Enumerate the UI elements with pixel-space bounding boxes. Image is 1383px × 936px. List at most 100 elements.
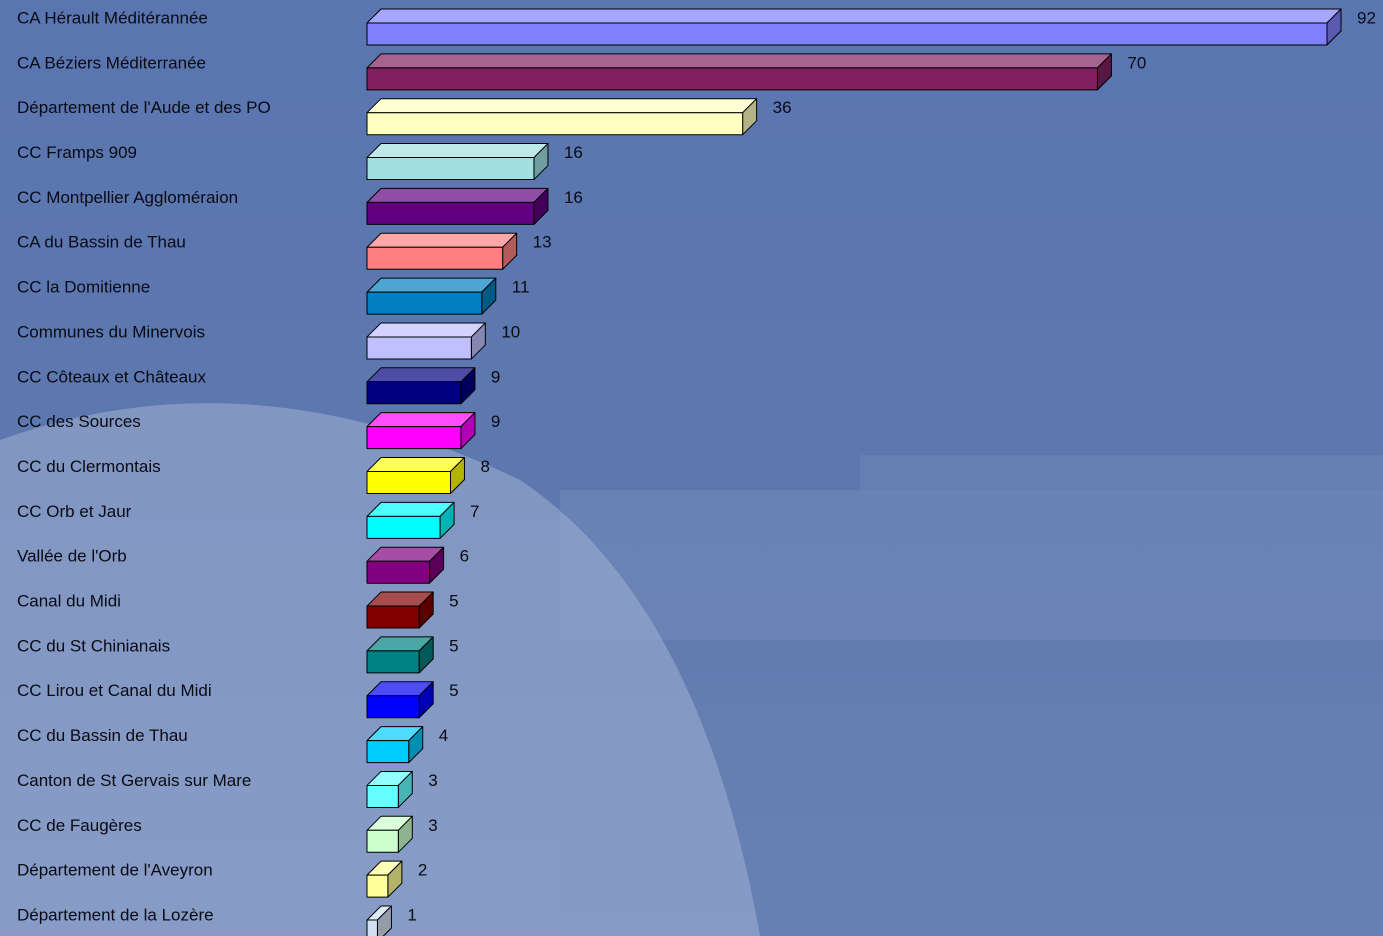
bar-front: [366, 874, 389, 898]
bar-top: [366, 367, 476, 383]
bar-front: [366, 157, 535, 181]
bar-front: [366, 67, 1098, 91]
background-roof: [860, 455, 1383, 495]
bar: [366, 187, 549, 225]
bar-front: [366, 919, 378, 936]
bar: [366, 367, 476, 405]
bar-front: [366, 201, 535, 225]
bar: [366, 636, 434, 674]
category-label: Canal du Midi: [17, 592, 121, 611]
bar: [366, 277, 497, 315]
value-label: 5: [449, 681, 458, 700]
bar-front: [366, 112, 744, 136]
bar: [366, 726, 424, 764]
bar-top: [366, 232, 518, 248]
bar: [366, 98, 758, 136]
bar: [366, 232, 518, 270]
value-label: 5: [449, 636, 458, 655]
bar-top: [366, 322, 486, 338]
category-label: CC du Clermontais: [17, 457, 161, 476]
category-label: Communes du Minervois: [17, 322, 205, 341]
bar-top: [366, 53, 1112, 69]
bar: [366, 53, 1112, 91]
category-label: CC du Bassin de Thau: [17, 726, 188, 745]
bar-front: [366, 471, 451, 494]
category-label: CC Orb et Jaur: [17, 502, 132, 521]
category-label: Département de l'Aude et des PO: [17, 98, 271, 117]
value-label: 5: [449, 592, 458, 611]
bar: [366, 591, 434, 629]
value-label: 7: [470, 502, 479, 521]
bar-front: [366, 291, 483, 315]
bar-front: [366, 560, 431, 584]
bar-top: [366, 501, 455, 517]
value-label: 3: [428, 771, 437, 790]
bar-front: [366, 784, 399, 808]
bar-top: [366, 277, 497, 293]
bar-front: [366, 605, 420, 629]
category-label: CC Lirou et Canal du Midi: [17, 681, 212, 700]
value-label: 36: [773, 98, 792, 117]
value-label: 9: [491, 367, 500, 386]
value-label: 16: [564, 143, 583, 162]
category-label: CA du Bassin de Thau: [17, 233, 186, 252]
value-label: 70: [1127, 53, 1146, 72]
bar-front: [366, 22, 1328, 46]
category-label: Canton de St Gervais sur Mare: [17, 771, 251, 790]
background-building: [560, 490, 1383, 640]
bar-top: [366, 457, 465, 472]
bar: [366, 457, 465, 494]
category-label: CA Béziers Méditerranée: [17, 53, 206, 72]
category-label: Vallée de l'Orb: [17, 547, 127, 566]
bar: [366, 815, 413, 853]
value-label: 1: [407, 905, 416, 924]
bar-top: [366, 98, 758, 114]
value-label: 10: [501, 322, 520, 341]
value-label: 9: [491, 412, 500, 431]
category-label: CC Montpellier Aggloméraion: [17, 188, 238, 207]
bar-top: [366, 412, 476, 428]
bar: [366, 8, 1342, 46]
bar: [366, 322, 486, 360]
bar-front: [366, 740, 410, 764]
category-label: Département de la Lozère: [17, 905, 214, 924]
category-label: CC la Domitienne: [17, 278, 150, 297]
category-label: CC Framps 909: [17, 143, 137, 162]
value-label: 8: [480, 457, 489, 476]
bar-front: [366, 426, 462, 450]
bar-front: [366, 829, 399, 853]
bar: [366, 905, 392, 936]
bar: [366, 546, 445, 584]
bar: [366, 501, 455, 539]
bar-front: [366, 650, 420, 674]
bar: [366, 143, 549, 181]
bar-front: [366, 246, 504, 270]
value-label: 13: [533, 233, 552, 252]
category-label: Département de l'Aveyron: [17, 861, 213, 880]
bar-front: [366, 381, 462, 405]
value-label: 16: [564, 188, 583, 207]
bar-front: [366, 695, 420, 719]
category-label: CC du St Chinianais: [17, 636, 170, 655]
category-label: CC Côteaux et Châteaux: [17, 367, 206, 386]
bar-top: [366, 8, 1342, 24]
value-label: 2: [418, 861, 427, 880]
bar: [366, 681, 434, 719]
bar-top: [366, 143, 549, 159]
value-label: 3: [428, 816, 437, 835]
value-label: 92: [1357, 8, 1376, 27]
value-label: 4: [439, 726, 448, 745]
bar-front: [366, 336, 472, 360]
bar-top: [366, 187, 549, 203]
value-label: 6: [460, 547, 469, 566]
category-label: CA Hérault Méditérannée: [17, 8, 208, 27]
bar: [366, 412, 476, 450]
bar-front: [366, 515, 441, 539]
category-label: CC de Faugères: [17, 816, 142, 835]
bar: [366, 770, 413, 808]
value-label: 11: [512, 278, 530, 297]
bar: [366, 860, 403, 898]
